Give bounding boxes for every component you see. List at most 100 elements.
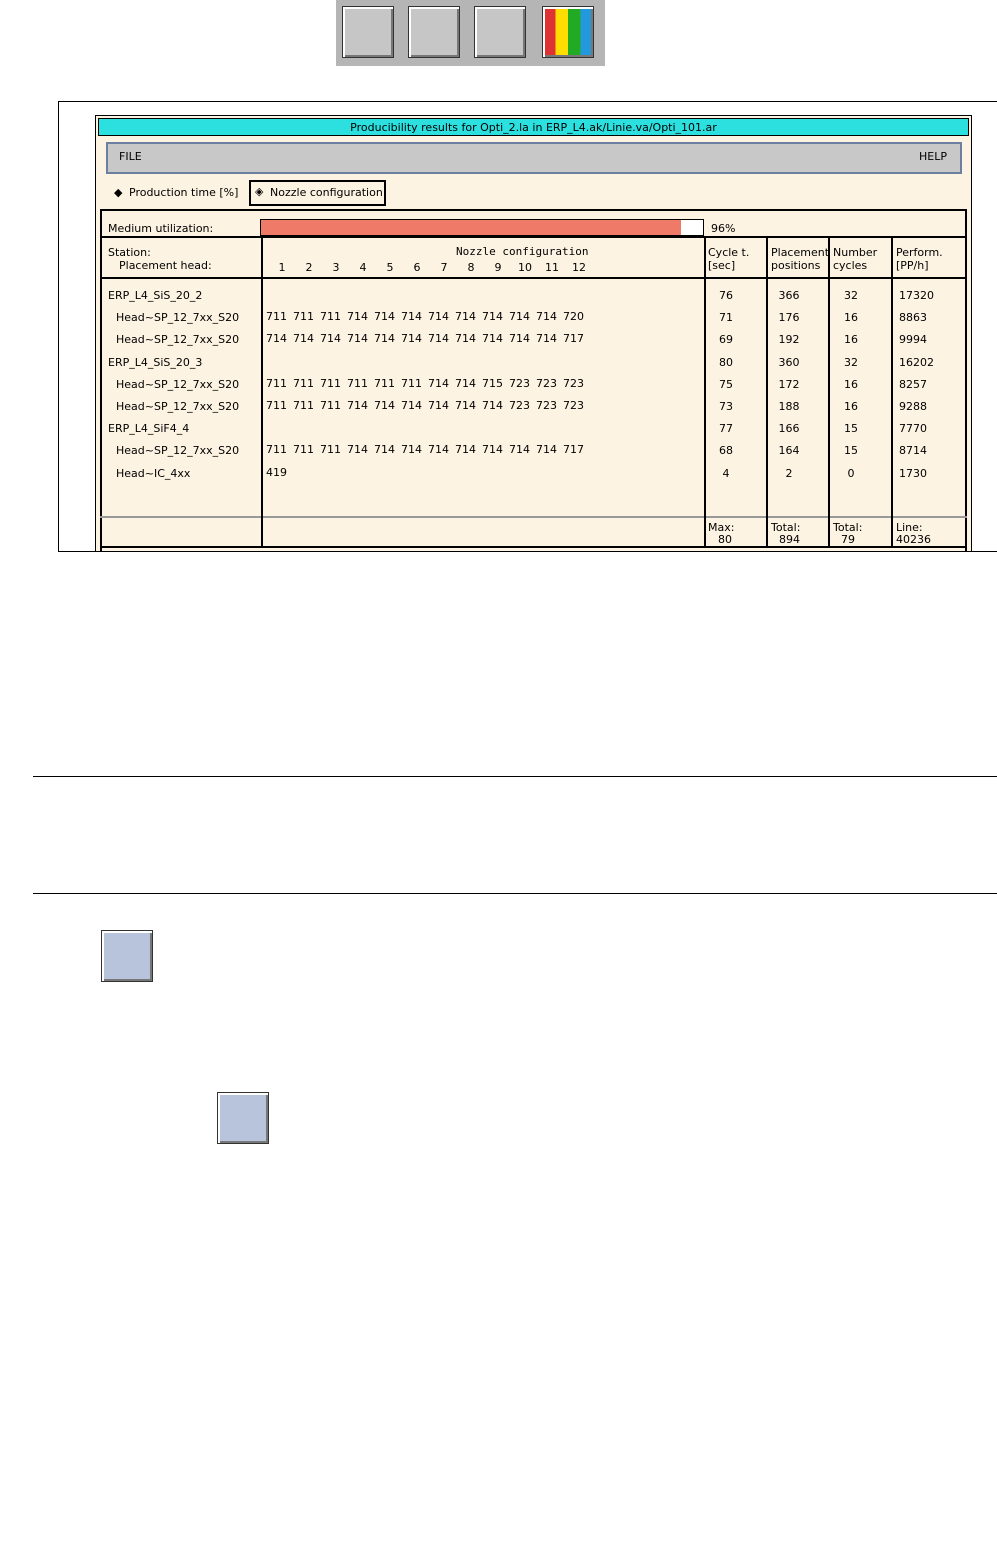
placement-head: Head~SP_12_7xx_S20	[116, 444, 240, 458]
nozzle: 714	[509, 310, 530, 324]
nozzle: 711	[320, 376, 341, 390]
footer: Total:	[833, 521, 863, 534]
toolbar-button[interactable]	[408, 6, 460, 58]
separator	[100, 546, 967, 548]
cycles: 32	[844, 289, 858, 302]
header: [PP/h]	[896, 259, 929, 272]
nozzle: 711	[320, 399, 341, 412]
nozzle-number: 4	[359, 261, 367, 274]
performance: 8257	[899, 377, 927, 391]
placements: 166	[778, 422, 800, 436]
nozzle: 723	[563, 376, 584, 390]
cycles: 16	[844, 400, 858, 413]
nozzle: 711	[293, 399, 314, 412]
placements: 172	[778, 377, 800, 391]
nozzle: 714	[347, 399, 368, 412]
header: Nozzle configuration	[456, 245, 589, 258]
header: Cycle t.	[708, 246, 750, 259]
nozzle: 723	[536, 399, 557, 412]
pointer-icon	[217, 1092, 269, 1144]
header: [sec]	[708, 259, 736, 272]
nozzle-number: 9	[494, 261, 502, 274]
nozzle: 714	[293, 332, 314, 346]
nozzle-number: 10	[518, 261, 532, 274]
cycles: 0	[847, 466, 855, 480]
nozzle-number: 5	[386, 261, 394, 274]
nozzle: 714	[347, 332, 368, 346]
nozzle: 419	[266, 465, 287, 479]
utilization-bar	[261, 220, 681, 235]
column-separator	[261, 238, 263, 547]
toolbar-button[interactable]	[542, 6, 594, 58]
menu-item[interactable]: FILE	[119, 150, 142, 163]
radio-selected-box	[249, 180, 386, 206]
station: ERP_L4_SiF4_4	[108, 422, 190, 436]
header: Perform.	[896, 246, 943, 259]
performance: 9994	[899, 333, 927, 347]
nozzle: 711	[266, 399, 287, 412]
cycle-time: 71	[719, 311, 733, 325]
nozzle: 714	[428, 399, 449, 412]
performance: 9288	[899, 400, 927, 413]
performance: 8863	[899, 311, 927, 325]
column-separator	[828, 238, 830, 547]
nozzle: 714	[347, 443, 368, 457]
nozzle: 714	[428, 376, 449, 390]
title-bar	[98, 118, 969, 136]
station: ERP_L4_SiS_20_3	[108, 355, 203, 369]
nozzle: 711	[320, 310, 341, 324]
cycles: 15	[844, 444, 858, 458]
radio-option[interactable]: Nozzle configuration	[270, 186, 383, 199]
radio-icon: ◈	[255, 185, 264, 198]
nozzle: 714	[536, 332, 557, 346]
header: Number	[833, 246, 878, 259]
nozzle: 714	[536, 310, 557, 324]
nozzle: 714	[455, 443, 476, 457]
cycle-time: 69	[719, 333, 733, 347]
nozzle: 714	[509, 443, 530, 457]
nozzle: 711	[374, 376, 395, 390]
placement-head: Head~SP_12_7xx_S20	[116, 333, 240, 347]
separator	[100, 277, 967, 279]
nozzle: 714	[320, 332, 341, 346]
header: Placement head:	[119, 259, 212, 272]
nozzle-number: 3	[332, 261, 340, 274]
placement-head: Head~SP_12_7xx_S20	[116, 377, 240, 391]
nozzle-number: 2	[305, 261, 313, 274]
toolbar	[336, 0, 605, 66]
window: Producibility results for Opti_2.la in E…	[95, 115, 972, 552]
nozzle: 717	[563, 332, 584, 346]
nozzle: 717	[563, 443, 584, 457]
footer: 40236	[896, 533, 931, 546]
placement-head: Head~IC_4xx	[116, 466, 191, 480]
nozzle: 714	[374, 399, 395, 412]
nozzle: 714	[374, 310, 395, 324]
nozzle: 714	[347, 310, 368, 324]
radio-option[interactable]: Production time [%]	[129, 186, 239, 199]
nozzle: 711	[320, 443, 341, 457]
nozzle: 714	[428, 332, 449, 346]
nozzle-number: 1	[278, 261, 286, 274]
placement-head: Head~SP_12_7xx_S20	[116, 311, 240, 325]
cycles: 16	[844, 311, 858, 325]
utilization-value: 96%	[711, 222, 736, 235]
nozzle: 714	[428, 310, 449, 324]
toolbar-button[interactable]	[342, 6, 394, 58]
column-separator	[704, 238, 706, 547]
footer: 79	[841, 533, 855, 546]
placements: 360	[778, 355, 800, 369]
toolbar-button[interactable]	[474, 6, 526, 58]
header: cycles	[833, 259, 868, 272]
rule	[33, 776, 997, 777]
nozzle: 714	[401, 332, 422, 346]
nozzle: 723	[509, 376, 530, 390]
cycle-time: 75	[719, 377, 733, 391]
nozzle: 714	[455, 376, 476, 390]
station: ERP_L4_SiS_20_2	[108, 289, 203, 302]
nozzle: 714	[455, 310, 476, 324]
nozzle: 723	[536, 376, 557, 390]
nozzle: 714	[482, 399, 503, 412]
cycles: 16	[844, 377, 858, 391]
menu-item[interactable]: HELP	[919, 150, 947, 163]
